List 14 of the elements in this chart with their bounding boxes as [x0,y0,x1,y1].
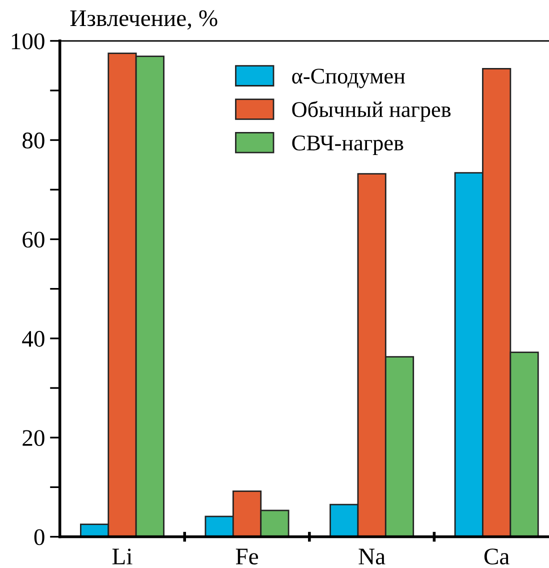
y-tick-label: 40 [22,330,44,347]
x-tick-label: Ca [484,548,510,564]
x-tick-label: Fe [236,548,258,564]
y-tick-label: 20 [22,430,44,446]
legend-label: Обычный нагрев [292,100,451,122]
legend-label: СВЧ-нагрев [292,136,404,156]
x-tick-label: Li [112,548,132,564]
y-tick-label: 80 [22,132,44,148]
y-tick-label: 100 [12,33,44,50]
x-tick-label: Na [358,548,386,564]
y-tick-label: 0 [34,529,44,546]
y-axis-title: Извлечение, % [70,10,218,30]
y-tick-label: 60 [22,232,44,248]
legend-label: α-Сподумен [292,68,405,88]
